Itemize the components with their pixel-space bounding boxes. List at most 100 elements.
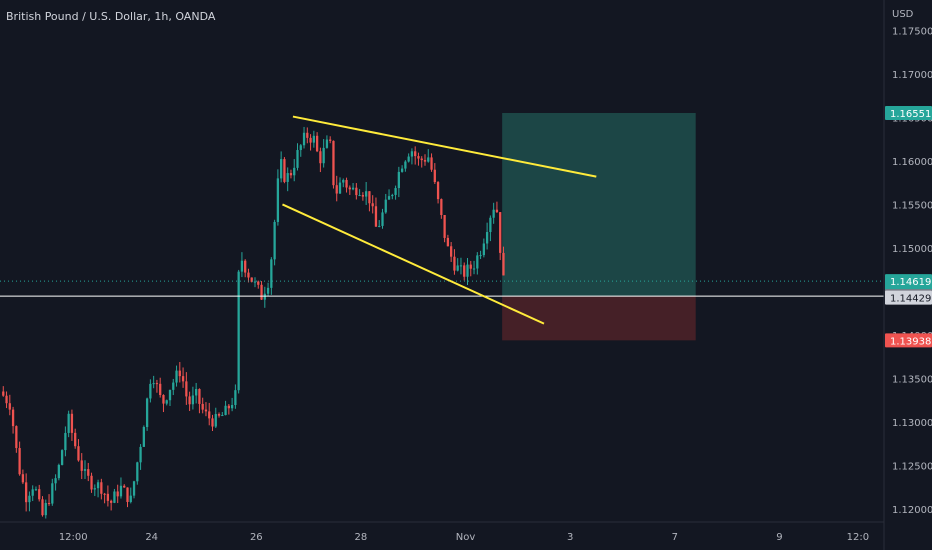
candle	[155, 379, 159, 393]
candle-body	[459, 265, 463, 267]
candle	[479, 250, 482, 260]
candle-body	[466, 264, 469, 277]
candle-body	[420, 158, 423, 161]
candle	[191, 386, 195, 410]
candle-body	[479, 255, 482, 257]
candle-body	[90, 475, 93, 490]
candle	[31, 485, 34, 502]
candle	[456, 258, 459, 272]
candle-body	[175, 370, 178, 383]
candle-body	[214, 414, 217, 427]
candle-body	[11, 409, 15, 427]
crosshair-tag-text: 1.14429	[890, 294, 931, 305]
candle-body	[51, 483, 54, 504]
candle-body	[208, 411, 211, 419]
candle-body	[230, 405, 234, 409]
candle-body	[25, 482, 28, 503]
candle	[221, 412, 224, 417]
candle	[172, 378, 175, 396]
candle-body	[198, 389, 201, 404]
candle	[204, 402, 208, 417]
candle-body	[87, 469, 90, 476]
candle-body	[397, 171, 400, 189]
candle-body	[119, 485, 123, 497]
candle-body	[289, 173, 293, 176]
candle-body	[472, 268, 476, 270]
candle-body	[188, 396, 191, 405]
candle	[338, 177, 342, 195]
candle-body	[266, 287, 270, 294]
candle-body	[149, 383, 152, 399]
candle	[41, 496, 44, 517]
candle-body	[430, 157, 433, 170]
candle	[296, 143, 299, 171]
candle-body	[2, 391, 5, 396]
time-tick-label: 12:00	[59, 532, 88, 543]
candle-body	[446, 237, 450, 247]
candle	[188, 391, 191, 411]
candle	[430, 153, 433, 172]
upper-channel-line[interactable]	[292, 115, 597, 178]
crosshair-tag: 1.14429	[885, 290, 932, 305]
currency-label: USD	[892, 9, 914, 20]
candle	[136, 461, 139, 485]
candle	[54, 474, 57, 491]
candle	[489, 215, 492, 242]
candle	[208, 402, 211, 426]
candle	[244, 259, 247, 278]
candle-body	[332, 140, 335, 186]
candle	[64, 426, 67, 457]
candle-body	[123, 485, 126, 488]
candle-body	[365, 191, 368, 197]
candle	[492, 202, 495, 224]
candle	[11, 406, 15, 434]
lower-channel-line[interactable]	[282, 203, 545, 325]
candle	[348, 185, 351, 195]
candle-body	[499, 212, 502, 253]
candle	[463, 262, 466, 281]
candle	[162, 394, 165, 413]
candle-body	[195, 389, 198, 396]
candle-body	[338, 182, 342, 194]
candle	[397, 166, 400, 198]
candle	[400, 165, 404, 173]
candle	[450, 242, 453, 262]
candle-body	[100, 482, 103, 494]
candle-body	[172, 382, 175, 390]
candle-body	[299, 145, 302, 151]
candle-body	[351, 187, 355, 190]
candle	[345, 177, 348, 193]
candle	[165, 399, 168, 406]
candle-body	[8, 403, 11, 410]
candle-body	[96, 482, 100, 489]
candle-body	[345, 179, 348, 188]
candle-body	[371, 203, 374, 207]
candle-body	[116, 491, 119, 497]
price-tick-label: 1.12000	[892, 505, 932, 516]
candle	[116, 484, 119, 504]
candle-body	[355, 187, 358, 196]
candle-body	[443, 215, 446, 238]
price-tick-label: 1.16000	[892, 157, 932, 168]
candle	[329, 136, 332, 144]
candle	[270, 257, 273, 295]
candle-body	[485, 232, 489, 244]
candle-body	[132, 481, 136, 496]
candle-body	[234, 390, 237, 406]
time-tick-label: 24	[145, 532, 158, 543]
candle	[319, 147, 322, 173]
candle	[60, 449, 64, 466]
candle	[34, 486, 38, 491]
candle	[70, 409, 74, 441]
candle-body	[162, 395, 165, 404]
profit-zone[interactable]	[502, 113, 696, 297]
candle	[106, 485, 110, 507]
candle-body	[155, 383, 159, 385]
candle	[365, 182, 368, 205]
crosshair-tag-bg	[885, 290, 932, 305]
candle-body	[322, 147, 325, 164]
candle-body	[31, 489, 34, 496]
candle	[83, 460, 87, 480]
